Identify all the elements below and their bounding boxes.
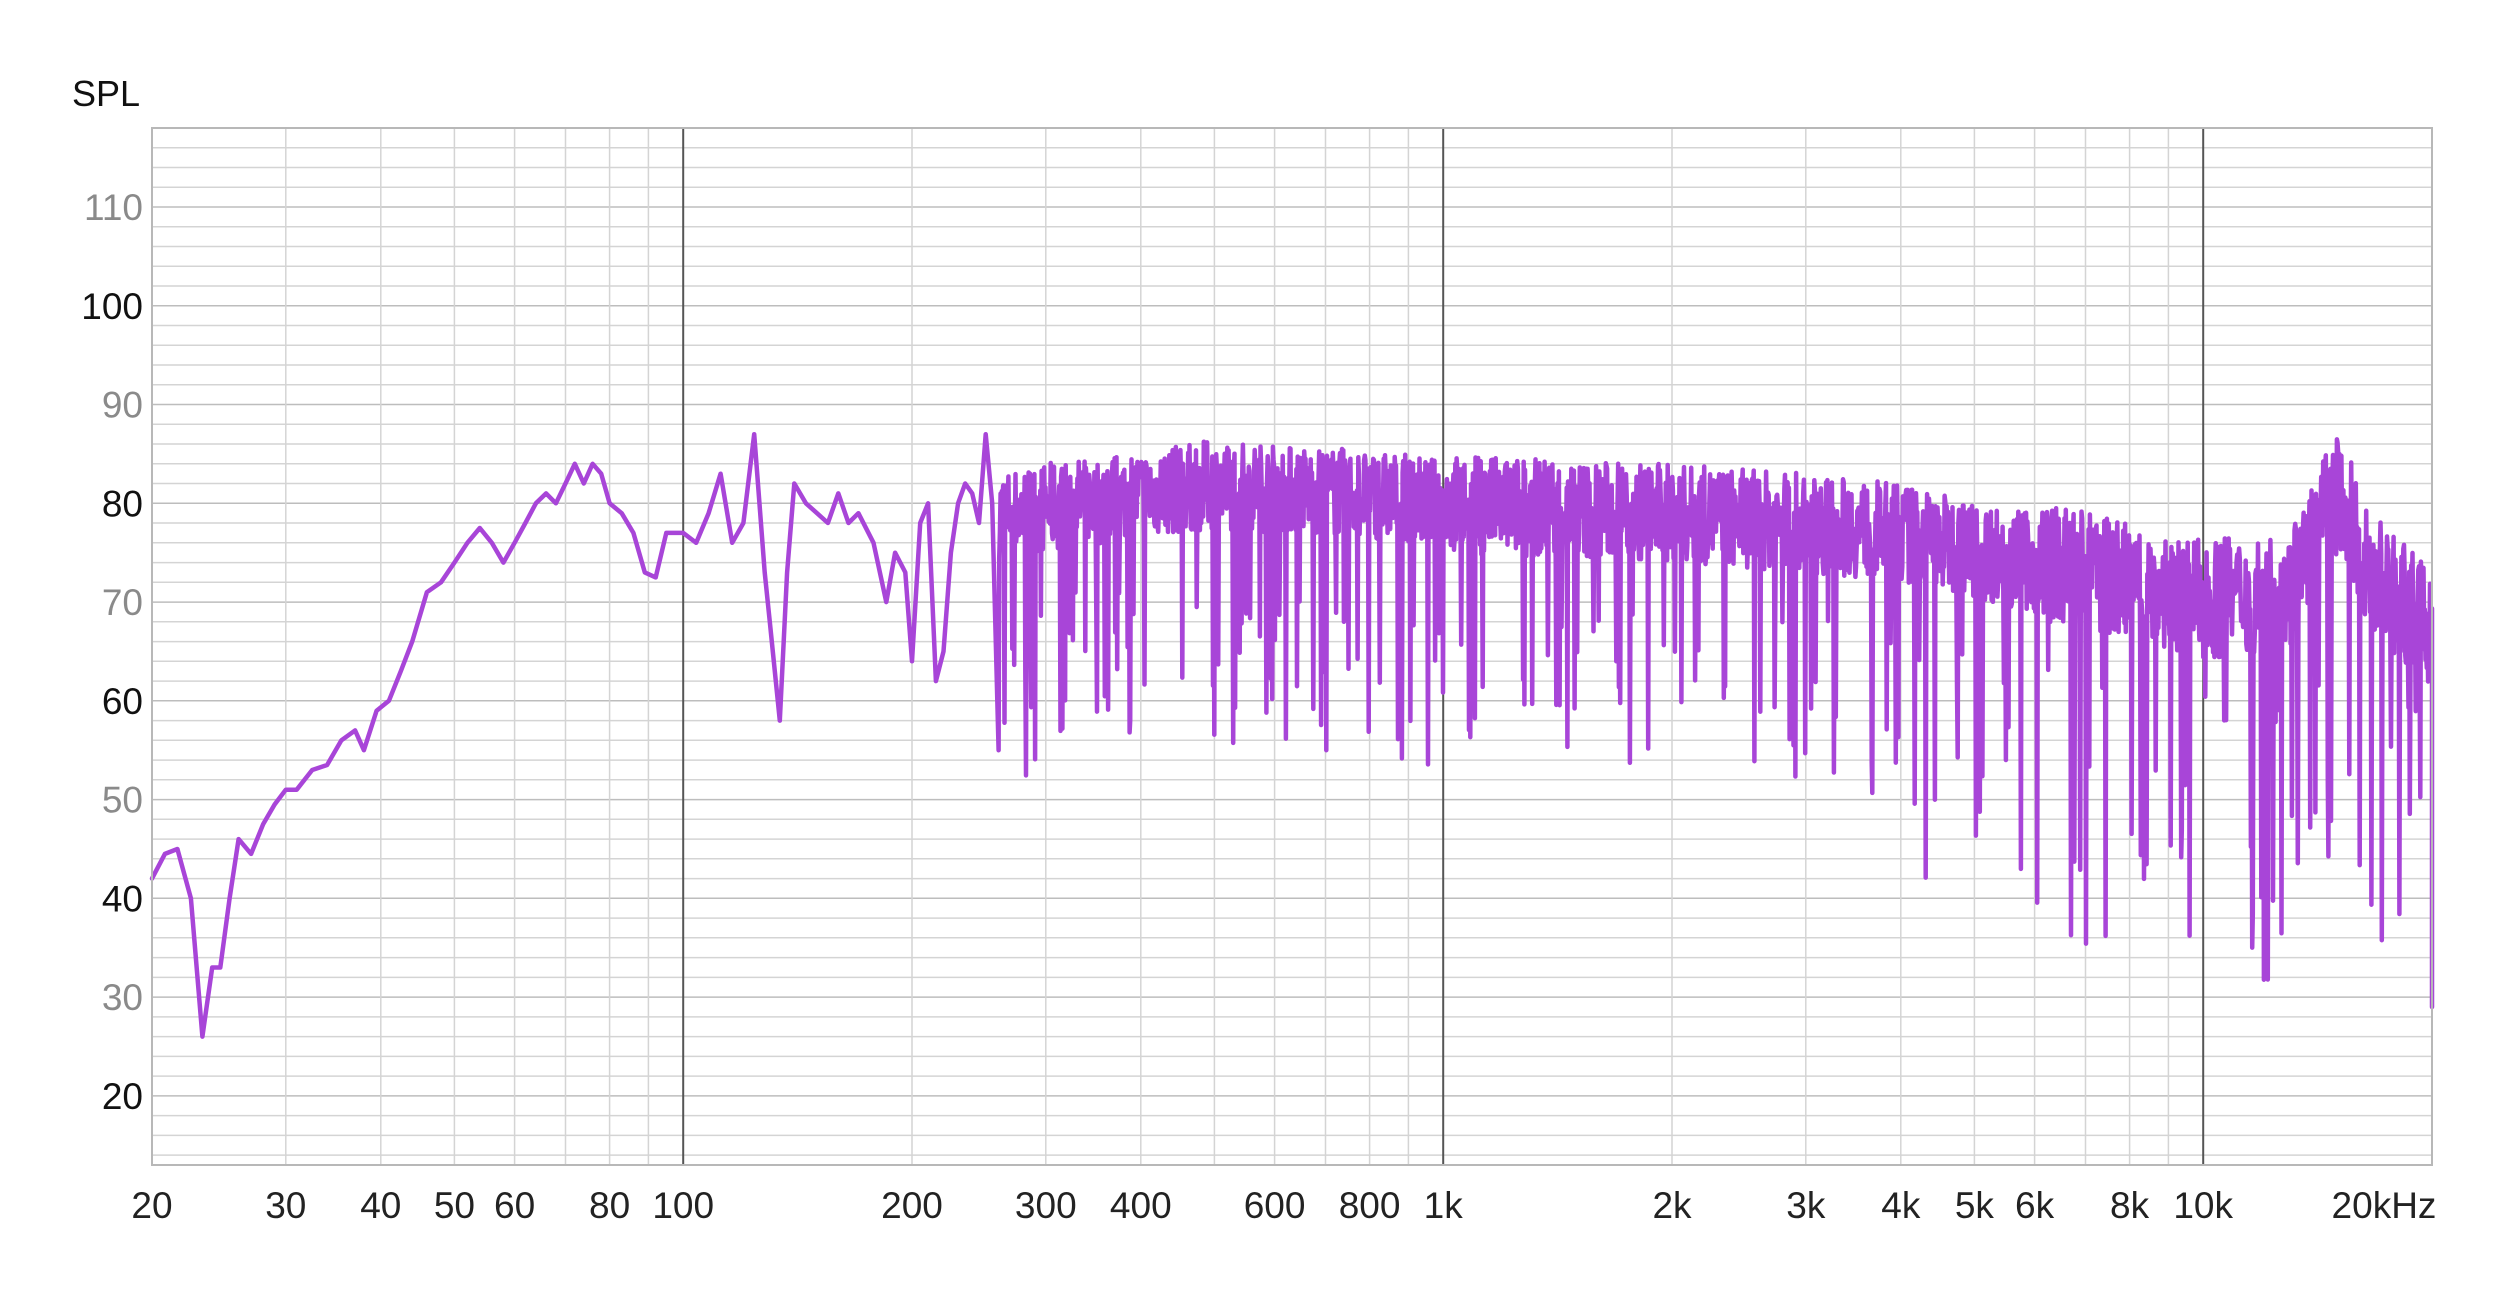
x-tick-label: 600	[1244, 1185, 1306, 1226]
y-axis-ticks: 110 100 90 80 70 60 50 40 30 20	[81, 187, 143, 1117]
x-tick-label: 30	[265, 1185, 306, 1226]
x-tick-label: 800	[1339, 1185, 1401, 1226]
x-tick-label: 4k	[1881, 1185, 1921, 1226]
x-tick-label: 10k	[2173, 1185, 2233, 1226]
x-tick-label: 1k	[1424, 1185, 1464, 1226]
y-tick-label: 50	[102, 780, 143, 821]
x-tick-label: 400	[1110, 1185, 1172, 1226]
x-tick-label: 6k	[2015, 1185, 2055, 1226]
y-tick-label: 100	[81, 286, 143, 327]
x-tick-label: 80	[589, 1185, 630, 1226]
spl-series-line	[149, 431, 2435, 1039]
x-tick-label: 60	[494, 1185, 535, 1226]
x-axis-ticks: 20 30 40 50 60 80 100 200 300 400 600 800 1k 2k 3k 4k 5k…	[131, 1185, 2436, 1226]
y-tick-label: 80	[102, 483, 143, 524]
x-tick-label: 20kHz	[2332, 1185, 2437, 1226]
y-tick-label: 20	[102, 1076, 143, 1117]
y-tick-label: 90	[102, 385, 143, 426]
x-tick-label: 200	[881, 1185, 943, 1226]
y-tick-label: 30	[102, 977, 143, 1018]
y-tick-label: 110	[84, 187, 143, 228]
x-tick-label: 3k	[1786, 1185, 1826, 1226]
x-tick-label: 5k	[1955, 1185, 1995, 1226]
plot-frame	[151, 127, 2433, 1166]
y-tick-label: 40	[102, 878, 143, 919]
y-axis-label: SPL	[72, 73, 140, 114]
x-tick-label: 2k	[1652, 1185, 1692, 1226]
x-tick-label: 50	[434, 1185, 475, 1226]
y-tick-label: 70	[102, 582, 143, 623]
x-tick-label: 300	[1015, 1185, 1077, 1226]
plot-area	[149, 431, 2435, 1039]
x-tick-label: 20	[131, 1185, 172, 1226]
x-tick-label: 8k	[2110, 1185, 2150, 1226]
y-tick-label: 60	[102, 681, 143, 722]
x-tick-label: 40	[360, 1185, 401, 1226]
x-tick-label: 100	[652, 1185, 714, 1226]
